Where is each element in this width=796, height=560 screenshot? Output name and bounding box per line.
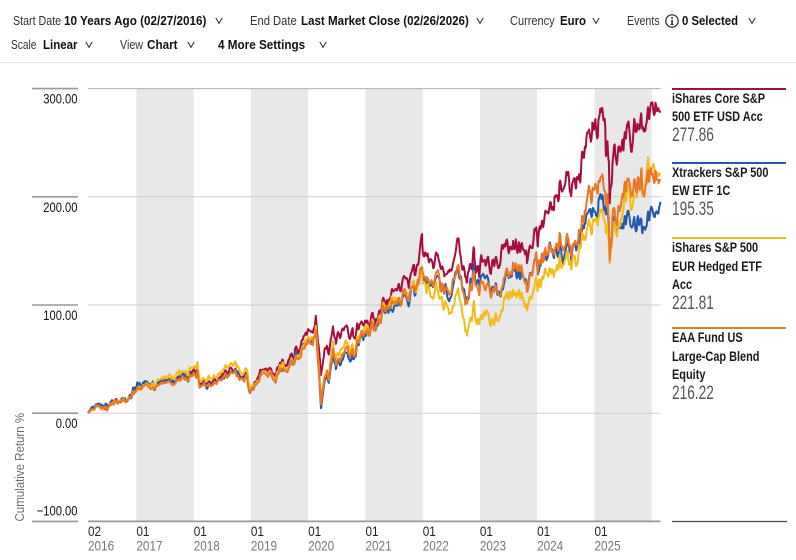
svg-text:2017: 2017 bbox=[136, 538, 162, 554]
svg-text:01: 01 bbox=[595, 523, 608, 539]
svg-text:2025: 2025 bbox=[595, 538, 621, 554]
svg-text:2018: 2018 bbox=[194, 538, 220, 554]
svg-text:2023: 2023 bbox=[480, 538, 506, 554]
svg-text:0.00: 0.00 bbox=[56, 416, 78, 431]
svg-text:02: 02 bbox=[88, 523, 101, 539]
svg-text:Cumulative Return %: Cumulative Return % bbox=[13, 413, 28, 522]
svg-text:2019: 2019 bbox=[251, 538, 277, 554]
svg-text:01: 01 bbox=[366, 523, 379, 539]
svg-text:300.00: 300.00 bbox=[43, 91, 77, 106]
svg-text:2016: 2016 bbox=[88, 538, 114, 554]
svg-text:2024: 2024 bbox=[537, 538, 563, 554]
svg-text:200.00: 200.00 bbox=[43, 200, 77, 215]
svg-text:01: 01 bbox=[537, 523, 550, 539]
svg-text:2022: 2022 bbox=[423, 538, 449, 554]
svg-text:01: 01 bbox=[136, 523, 149, 539]
svg-text:01: 01 bbox=[480, 523, 493, 539]
svg-text:01: 01 bbox=[423, 523, 436, 539]
svg-text:01: 01 bbox=[251, 523, 264, 539]
svg-text:−100.00: −100.00 bbox=[37, 503, 78, 518]
svg-text:01: 01 bbox=[308, 523, 321, 539]
svg-text:01: 01 bbox=[194, 523, 207, 539]
svg-text:100.00: 100.00 bbox=[43, 308, 77, 323]
svg-text:2020: 2020 bbox=[308, 538, 334, 554]
svg-text:2021: 2021 bbox=[366, 538, 392, 554]
